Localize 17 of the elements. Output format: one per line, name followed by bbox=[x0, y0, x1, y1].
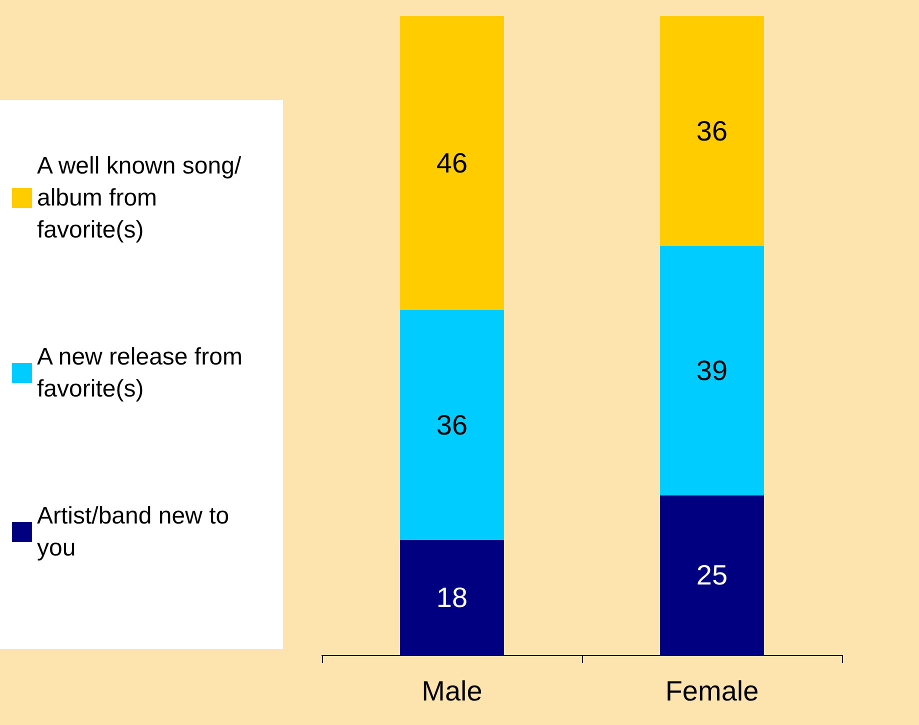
data-label: 46 bbox=[436, 147, 468, 178]
bar bbox=[660, 246, 764, 496]
x-tick-label: Female bbox=[665, 676, 759, 706]
bar bbox=[660, 16, 764, 246]
bar bbox=[400, 310, 504, 540]
legend-label: A well known song/album from favorite(s) bbox=[37, 152, 242, 244]
bar bbox=[400, 16, 504, 310]
bar bbox=[660, 495, 764, 655]
data-label: 39 bbox=[696, 355, 728, 386]
bar bbox=[400, 540, 504, 655]
data-label: 25 bbox=[696, 560, 728, 591]
legend-label: A new release from favorite(s) bbox=[37, 344, 250, 402]
data-label: 18 bbox=[436, 582, 468, 613]
data-label: 36 bbox=[436, 409, 468, 440]
data-label: 36 bbox=[696, 116, 728, 147]
x-tick-label: Male bbox=[422, 676, 482, 706]
legend-label: Artist/band new to you bbox=[37, 502, 236, 562]
